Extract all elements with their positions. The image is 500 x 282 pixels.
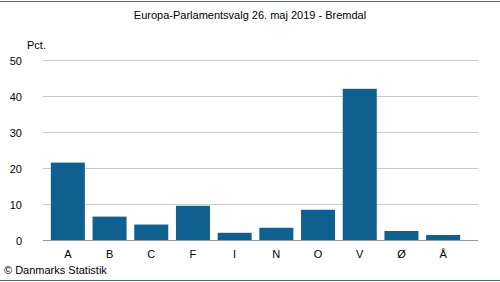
bar	[384, 231, 418, 240]
y-tick-label: 50	[10, 55, 22, 67]
bar	[426, 235, 460, 240]
grid-line	[43, 204, 478, 205]
bar	[259, 228, 293, 240]
bar	[93, 217, 127, 240]
y-tick-label: 30	[10, 127, 22, 139]
y-tick-label: 20	[10, 163, 22, 175]
bar	[176, 206, 210, 240]
bar	[301, 210, 335, 240]
x-tick-label: B	[106, 248, 113, 260]
bar	[218, 233, 252, 240]
y-tick-label: 0	[16, 235, 22, 247]
y-tick-label: 40	[10, 91, 22, 103]
bar	[343, 89, 377, 240]
chart: Europa-Parlamentsvalg 26. maj 2019 - Bre…	[0, 0, 500, 282]
x-tick-label: A	[64, 248, 72, 260]
x-tick-label: C	[147, 248, 155, 260]
title: Europa-Parlamentsvalg 26. maj 2019 - Bre…	[134, 9, 366, 21]
grid-line	[43, 240, 478, 241]
bars	[51, 89, 460, 240]
x-tick-label: N	[272, 248, 280, 260]
y-label: Pct.	[27, 39, 46, 51]
x-tick-label: F	[190, 248, 197, 260]
x-tick-label: Å	[439, 248, 447, 260]
y-tick-label: 10	[10, 199, 22, 211]
grid-line	[43, 168, 478, 169]
top-rule	[0, 1, 500, 2]
grid-line	[43, 96, 478, 97]
x-tick-label: V	[356, 248, 364, 260]
bar	[134, 225, 168, 240]
grid-line	[43, 132, 478, 133]
source: © Danmarks Statistik	[4, 264, 107, 276]
grid-line	[43, 60, 478, 61]
bottom-rule	[0, 280, 500, 281]
x-tick-label: I	[233, 248, 236, 260]
x-tick-label: Ø	[397, 248, 406, 260]
bar	[51, 163, 85, 240]
x-tick-label: O	[314, 248, 323, 260]
